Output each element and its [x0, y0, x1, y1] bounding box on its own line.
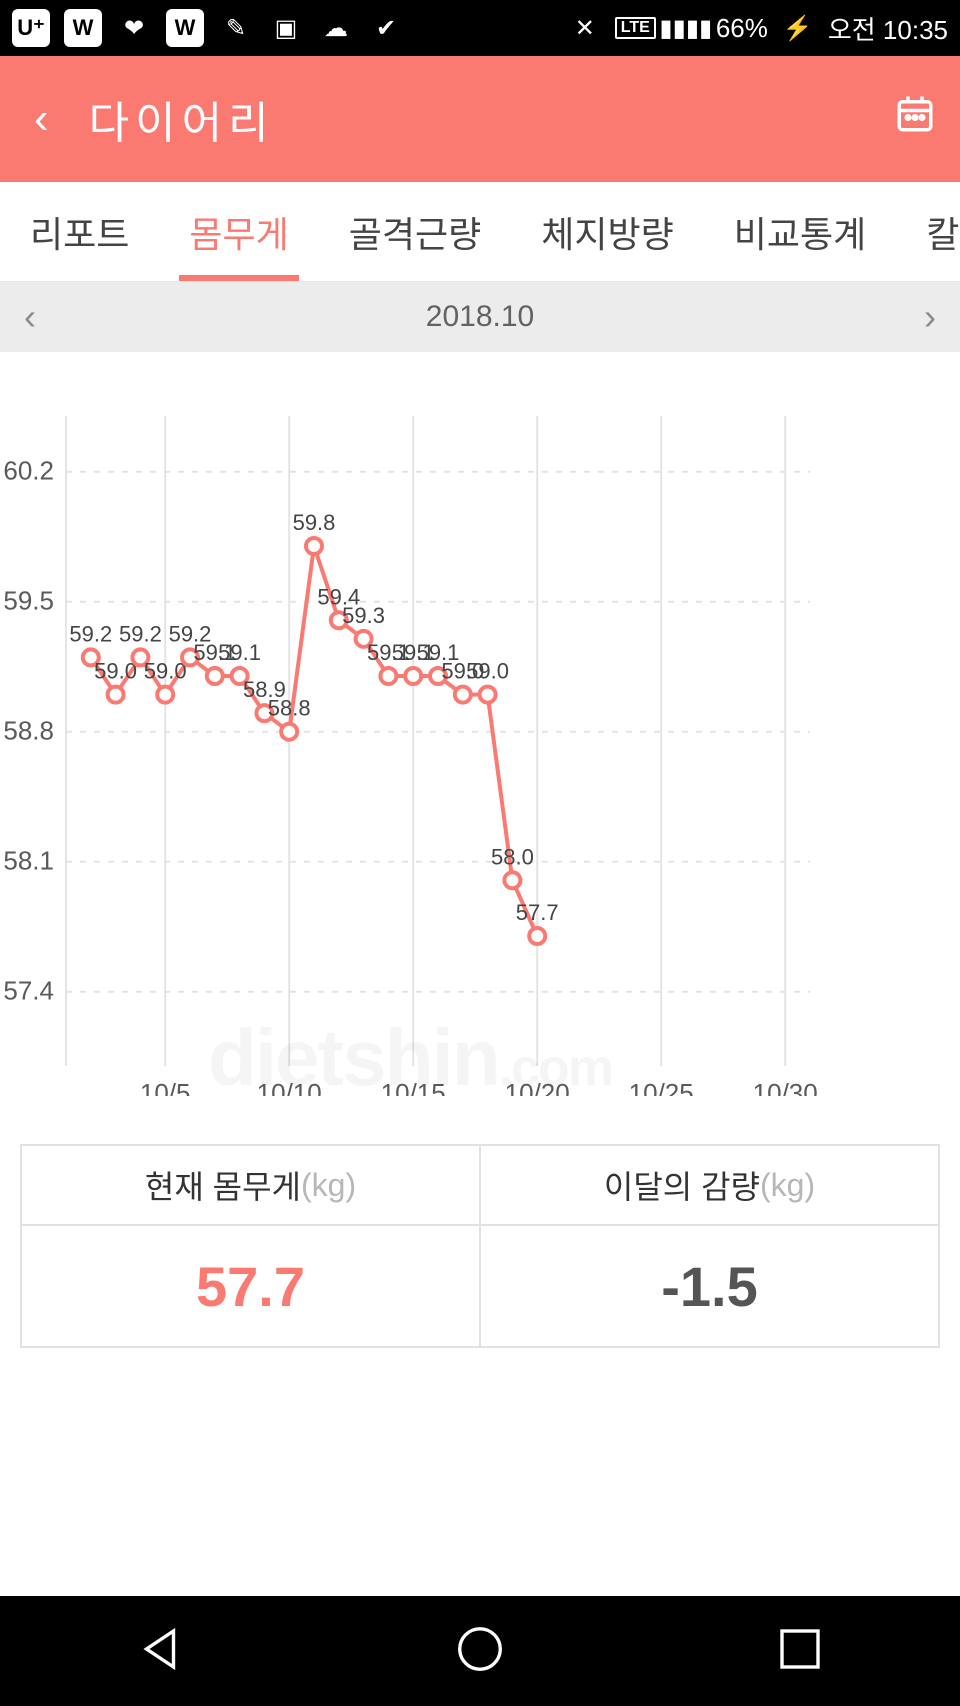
month-loss-value: -1.5: [481, 1226, 938, 1346]
photo-icon: ▣: [268, 10, 304, 46]
tab-2[interactable]: 골격근량: [319, 182, 511, 281]
nav-home-button[interactable]: [453, 1622, 507, 1681]
network-type: LTE: [615, 17, 656, 39]
android-status-bar: U⁺ W ❤ W ✎ ▣ ☁ ✔ ✕ LTE ▮▮▮▮ 66% ⚡ 오전 10:…: [0, 0, 960, 56]
svg-text:59.1: 59.1: [218, 640, 261, 665]
svg-text:59.0: 59.0: [144, 659, 187, 684]
svg-text:59.2: 59.2: [69, 621, 112, 646]
battery-percent: 66%: [716, 13, 768, 44]
svg-text:59.0: 59.0: [466, 659, 509, 684]
month-selector: ‹ 2018.10 ›: [0, 282, 960, 352]
tab-4[interactable]: 비교통계: [704, 182, 896, 281]
current-weight-value: 57.7: [22, 1226, 479, 1346]
svg-text:59.5: 59.5: [3, 586, 54, 616]
tab-3[interactable]: 체지방량: [511, 182, 703, 281]
uplus-icon: U⁺: [12, 9, 50, 47]
tab-1[interactable]: 몸무게: [159, 182, 318, 281]
svg-text:58.0: 58.0: [491, 844, 534, 869]
prev-month-button[interactable]: ‹: [24, 296, 36, 338]
mute-icon: ✕: [567, 10, 603, 46]
status-left-icons: U⁺ W ❤ W ✎ ▣ ☁ ✔: [12, 9, 404, 47]
svg-text:10/10: 10/10: [257, 1078, 322, 1096]
month-label: 2018.10: [426, 300, 534, 334]
talk-icon: ☁: [318, 10, 354, 46]
back-button[interactable]: ‹: [24, 94, 89, 144]
nav-back-button[interactable]: [133, 1622, 187, 1681]
current-weight-title: 현재 몸무게(kg): [22, 1146, 479, 1226]
svg-text:10/15: 10/15: [381, 1078, 446, 1096]
weight-chart-container: 57.4 58.1 58.8 59.5 60.2 10/5 10/10 10/15 10/20 1…: [0, 352, 960, 1120]
nav-recent-button[interactable]: [773, 1622, 827, 1681]
svg-text:58.8: 58.8: [268, 696, 311, 721]
svg-text:58.8: 58.8: [3, 716, 54, 746]
app-header: ‹ 다이어리: [0, 56, 960, 182]
app-icon-w2: W: [166, 9, 204, 47]
calendar-icon[interactable]: [894, 93, 936, 145]
status-right: ✕ LTE ▮▮▮▮ 66% ⚡ 오전 10:35: [567, 10, 948, 47]
signal-icon: ▮▮▮▮: [668, 10, 704, 46]
svg-text:58.1: 58.1: [3, 846, 54, 876]
battery-charge-icon: ⚡: [780, 10, 816, 46]
summary-cards: 현재 몸무게(kg) 57.7 이달의 감량(kg) -1.5: [20, 1144, 940, 1348]
check-icon: ✔: [368, 10, 404, 46]
month-loss-title: 이달의 감량(kg): [481, 1146, 938, 1226]
svg-text:57.7: 57.7: [516, 900, 559, 925]
svg-text:10/20: 10/20: [505, 1078, 570, 1096]
svg-text:59.3: 59.3: [342, 603, 385, 628]
app-icon-w1: W: [64, 9, 102, 47]
month-loss-card: 이달의 감량(kg) -1.5: [479, 1146, 938, 1346]
clock: 오전 10:35: [828, 10, 948, 47]
svg-text:10/30: 10/30: [753, 1078, 818, 1096]
svg-text:60.2: 60.2: [3, 456, 54, 486]
svg-text:59.0: 59.0: [94, 659, 137, 684]
heart-icon: ❤: [116, 10, 152, 46]
current-weight-card: 현재 몸무게(kg) 57.7: [22, 1146, 479, 1346]
page-title: 다이어리: [89, 87, 275, 151]
svg-text:59.8: 59.8: [293, 510, 336, 535]
svg-text:57.4: 57.4: [3, 976, 54, 1006]
android-nav-bar: [0, 1596, 960, 1706]
tab-5[interactable]: 칼로: [896, 182, 960, 281]
feather-icon: ✎: [218, 10, 254, 46]
weight-line-chart: 57.4 58.1 58.8 59.5 60.2 10/5 10/10 10/15 10/20 1…: [0, 386, 820, 1096]
svg-text:10/5: 10/5: [140, 1078, 191, 1096]
next-month-button[interactable]: ›: [924, 296, 936, 338]
svg-text:59.2: 59.2: [119, 621, 162, 646]
metric-tabs: 리포트몸무게골격근량체지방량비교통계칼로: [0, 182, 960, 282]
tab-0[interactable]: 리포트: [0, 182, 159, 281]
svg-text:10/25: 10/25: [629, 1078, 694, 1096]
